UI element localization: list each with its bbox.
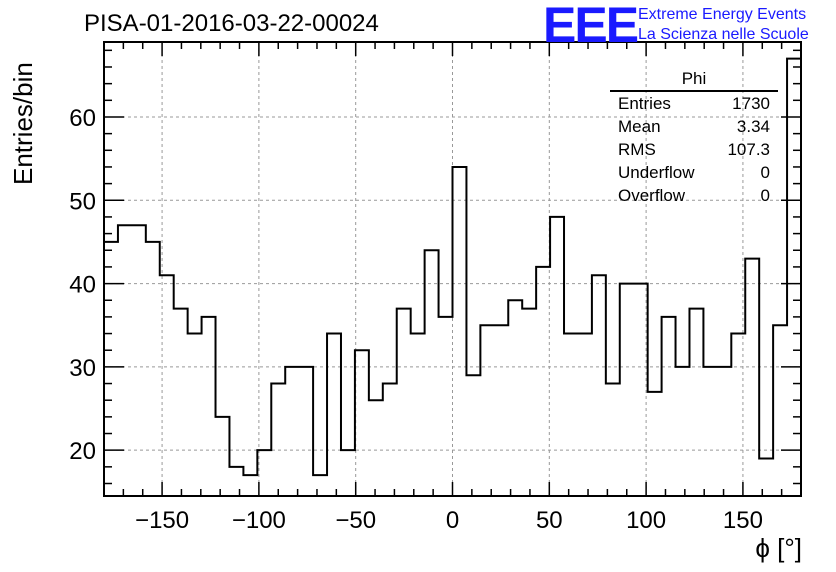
stat-row-entries: Entries 1730 (610, 92, 778, 115)
stat-label: Underflow (618, 163, 695, 182)
run-title: PISA-01-2016-03-22-00024 (84, 10, 379, 37)
y-axis-label: Entries/bin (8, 62, 38, 185)
stat-row-rms: RMS 107.3 (610, 138, 778, 161)
stat-label: RMS (618, 140, 656, 159)
x-tick-label: −100 (232, 507, 286, 534)
x-tick-label: 50 (536, 507, 563, 534)
stat-value: 0 (760, 186, 770, 205)
x-tick-label: 150 (723, 507, 763, 534)
logo-mark: EEE (543, 0, 639, 53)
histogram-line (104, 57, 802, 496)
plot-frame (103, 41, 802, 497)
y-tick-label: 60 (69, 105, 96, 132)
axis-ticks (104, 42, 801, 496)
stats-title: Phi (610, 68, 778, 92)
stat-row-mean: Mean 3.34 (610, 115, 778, 138)
logo-line-2: La Scienza nelle Scuole (638, 26, 809, 43)
stat-label: Mean (618, 117, 661, 136)
stat-value: 0 (760, 163, 770, 182)
stat-row-overflow: Overflow 0 (610, 184, 778, 207)
x-tick-label: 100 (626, 507, 666, 534)
stat-label: Entries (618, 94, 671, 113)
y-tick-label: 30 (69, 355, 96, 382)
stats-box: Phi Entries 1730 Mean 3.34 RMS 107.3 Und… (610, 68, 778, 207)
x-tick-label: −50 (335, 507, 376, 534)
stat-label: Overflow (618, 186, 686, 205)
x-tick-label: −150 (135, 507, 189, 534)
y-tick-label: 50 (69, 188, 96, 215)
x-tick-label: 0 (446, 507, 459, 534)
x-axis-label: ϕ [°] (755, 533, 802, 563)
eee-logo: EEE Extreme Energy Events La Scienza nel… (543, 0, 833, 53)
tick-labels: −150 −100 −50 0 50 100 150 20 30 40 50 60 (69, 105, 763, 534)
y-tick-label: 40 (69, 272, 96, 299)
stat-row-underflow: Underflow 0 (610, 161, 778, 184)
y-tick-label: 20 (69, 438, 96, 465)
stat-value: 107.3 (727, 140, 770, 159)
logo-line-1: Extreme Energy Events (638, 6, 807, 23)
stat-value: 3.34 (736, 117, 770, 136)
stat-value: 1730 (732, 94, 770, 113)
